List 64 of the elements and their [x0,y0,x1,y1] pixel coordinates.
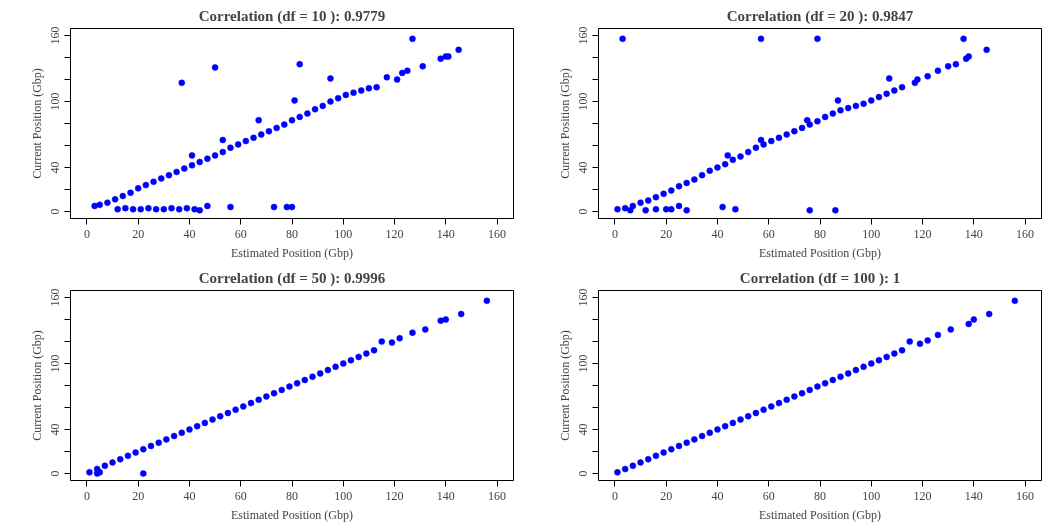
x-tick-label: 100 [334,488,353,503]
x-tick-label: 120 [913,488,932,503]
x-tick-label: 60 [234,226,247,241]
y-tick-label: 0 [48,208,63,215]
x-tick-label: 40 [183,226,196,241]
x-tick-label: 160 [488,226,507,241]
chart-title: Correlation (df = 10 ): 0.9779 [198,7,386,25]
x-tick-label: 20 [132,488,145,503]
x-tick-label: 0 [83,226,90,241]
x-tick-label: 140 [436,226,455,241]
x-tick-label: 160 [1016,226,1035,241]
y-axis-title: Current Position (Gbp) [557,68,572,179]
x-tick-label: 140 [964,488,983,503]
x-tick-label: 120 [385,226,404,241]
x-tick-label: 20 [660,226,673,241]
x-tick-label: 60 [234,488,247,503]
x-tick-label: 0 [83,488,90,503]
x-tick-label: 40 [711,226,724,241]
y-tick-label: 0 [576,470,591,477]
x-tick-label: 60 [762,226,775,241]
x-tick-label: 20 [132,226,145,241]
y-tick-label: 40 [576,423,591,436]
x-tick-label: 160 [488,488,507,503]
x-tick-label: 20 [660,488,673,503]
x-tick-label: 60 [762,488,775,503]
chart-title: Correlation (df = 50 ): 0.9996 [198,269,386,287]
x-tick-label: 140 [964,226,983,241]
x-tick-label: 40 [711,488,724,503]
x-axis-title: Estimated Position (Gbp) [231,507,353,522]
x-axis-title: Estimated Position (Gbp) [759,507,881,522]
x-tick-label: 40 [183,488,196,503]
y-tick-label: 100 [48,92,63,111]
x-tick-label: 80 [286,488,298,503]
x-tick-label: 80 [814,488,826,503]
x-tick-label: 100 [862,488,881,503]
x-tick-label: 80 [814,226,826,241]
y-tick-label: 100 [48,354,63,373]
y-tick-label: 160 [48,288,63,307]
x-tick-label: 0 [611,226,618,241]
y-tick-label: 100 [576,92,591,111]
x-tick-label: 140 [436,488,455,503]
y-tick-label: 160 [576,288,591,307]
y-tick-label: 100 [576,354,591,373]
chart-title: Correlation (df = 100 ): 1 [739,269,901,287]
y-tick-label: 40 [48,161,63,174]
y-tick-label: 40 [576,161,591,174]
y-tick-label: 160 [576,26,591,45]
x-axis-title: Estimated Position (Gbp) [759,245,881,260]
y-axis-title: Current Position (Gbp) [557,330,572,441]
x-tick-label: 100 [334,226,353,241]
x-tick-label: 0 [611,488,618,503]
y-tick-label: 40 [48,423,63,436]
y-tick-label: 0 [576,208,591,215]
x-axis-title: Estimated Position (Gbp) [231,245,353,260]
y-tick-label: 0 [48,470,63,477]
x-tick-label: 100 [862,226,881,241]
y-axis-title: Current Position (Gbp) [29,330,44,441]
x-tick-label: 120 [385,488,404,503]
y-tick-label: 160 [48,26,63,45]
x-tick-label: 120 [913,226,932,241]
x-tick-label: 160 [1016,488,1035,503]
x-tick-label: 80 [286,226,298,241]
chart-title: Correlation (df = 20 ): 0.9847 [726,7,914,25]
y-axis-title: Current Position (Gbp) [29,68,44,179]
